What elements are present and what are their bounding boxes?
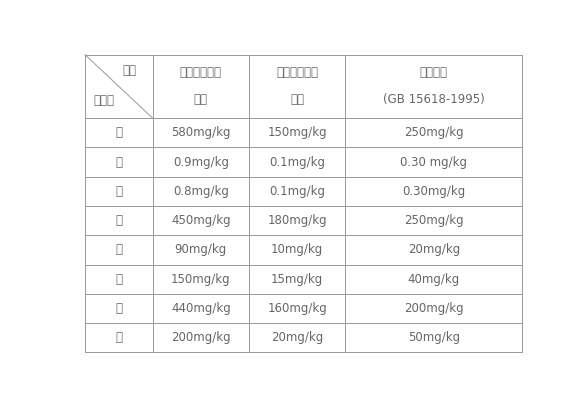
Text: 15mg/kg: 15mg/kg bbox=[271, 273, 323, 286]
Text: 汞: 汞 bbox=[115, 185, 122, 198]
Text: 0.1mg/kg: 0.1mg/kg bbox=[269, 156, 325, 168]
Text: 铬: 铬 bbox=[115, 126, 122, 139]
Text: 修复前土壤中: 修复前土壤中 bbox=[180, 66, 222, 79]
Text: 200mg/kg: 200mg/kg bbox=[171, 331, 230, 344]
Text: 50mg/kg: 50mg/kg bbox=[407, 331, 460, 344]
Text: 250mg/kg: 250mg/kg bbox=[404, 126, 463, 139]
Text: 250mg/kg: 250mg/kg bbox=[404, 214, 463, 227]
Text: 150mg/kg: 150mg/kg bbox=[171, 273, 230, 286]
Text: 污染物: 污染物 bbox=[93, 94, 115, 107]
Text: 镟: 镟 bbox=[115, 156, 122, 168]
Text: 镁: 镁 bbox=[115, 273, 122, 286]
Text: (GB 15618-1995): (GB 15618-1995) bbox=[383, 93, 485, 106]
Text: 40mg/kg: 40mg/kg bbox=[407, 273, 460, 286]
Text: 20mg/kg: 20mg/kg bbox=[407, 243, 460, 256]
Text: 锤: 锤 bbox=[115, 302, 122, 315]
Text: 180mg/kg: 180mg/kg bbox=[268, 214, 327, 227]
Text: 含量: 含量 bbox=[194, 93, 208, 106]
Text: 含量: 含量 bbox=[290, 93, 304, 106]
Text: 90mg/kg: 90mg/kg bbox=[175, 243, 227, 256]
Text: 440mg/kg: 440mg/kg bbox=[171, 302, 230, 315]
Text: 0.30mg/kg: 0.30mg/kg bbox=[402, 185, 465, 198]
Text: 150mg/kg: 150mg/kg bbox=[268, 126, 327, 139]
Text: 碘: 碘 bbox=[115, 243, 122, 256]
Text: 标准固値: 标准固値 bbox=[420, 66, 448, 79]
Text: 钓: 钓 bbox=[115, 214, 122, 227]
Text: 0.30 mg/kg: 0.30 mg/kg bbox=[400, 156, 467, 168]
Text: 0.9mg/kg: 0.9mg/kg bbox=[173, 156, 229, 168]
Text: 0.8mg/kg: 0.8mg/kg bbox=[173, 185, 229, 198]
Text: 20mg/kg: 20mg/kg bbox=[271, 331, 323, 344]
Text: 580mg/kg: 580mg/kg bbox=[171, 126, 230, 139]
Text: 修复后土壤中: 修复后土壤中 bbox=[276, 66, 318, 79]
Text: 200mg/kg: 200mg/kg bbox=[404, 302, 463, 315]
Text: 项目: 项目 bbox=[122, 64, 136, 77]
Text: 10mg/kg: 10mg/kg bbox=[271, 243, 323, 256]
Text: 450mg/kg: 450mg/kg bbox=[171, 214, 230, 227]
Text: 铜: 铜 bbox=[115, 331, 122, 344]
Text: 160mg/kg: 160mg/kg bbox=[267, 302, 327, 315]
Text: 0.1mg/kg: 0.1mg/kg bbox=[269, 185, 325, 198]
